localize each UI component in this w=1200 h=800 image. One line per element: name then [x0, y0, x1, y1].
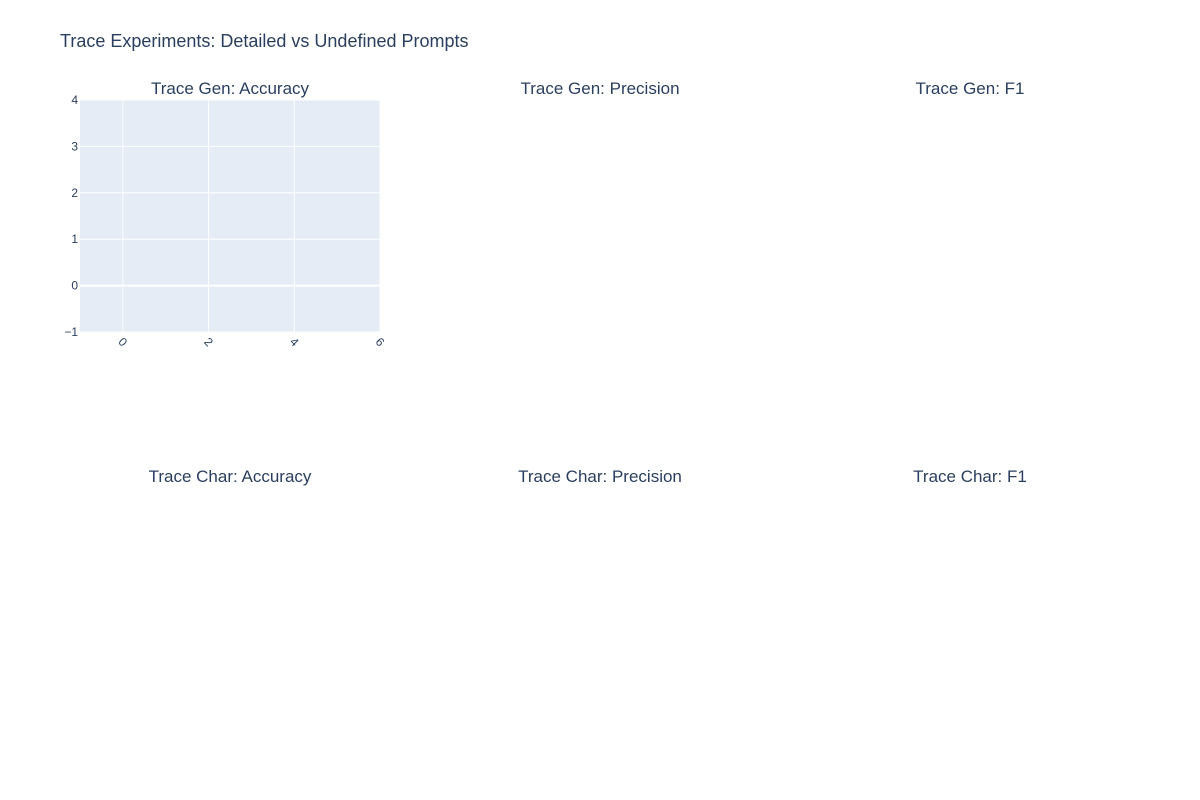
- x-tick-label: 6: [373, 335, 388, 350]
- y-tick-label: 3: [71, 139, 78, 153]
- subplot-title-gen-precision: Trace Gen: Precision: [520, 79, 680, 98]
- subplot-gen-accuracy: 0 2 4 6 −1 0 1 2 3 4: [64, 93, 387, 350]
- chart-title: Trace Experiments: Detailed vs Undefined…: [60, 31, 469, 51]
- subplot-title-gen-accuracy: Trace Gen: Accuracy: [150, 79, 310, 98]
- subplot-title-char-accuracy: Trace Char: Accuracy: [148, 467, 312, 486]
- y-tick-label: −1: [64, 325, 78, 339]
- subplot-title-gen-f1: Trace Gen: F1: [915, 79, 1025, 98]
- y-tick-label: 0: [71, 279, 78, 293]
- plot-area: [80, 100, 380, 332]
- subplot-title-char-precision: Trace Char: Precision: [518, 467, 682, 486]
- x-tick-label: 0: [116, 335, 131, 350]
- subplot-title-char-f1: Trace Char: F1: [913, 467, 1027, 486]
- y-tick-label: 2: [71, 186, 78, 200]
- x-tick-label: 2: [201, 335, 216, 350]
- y-tick-label: 1: [71, 232, 78, 246]
- x-tick-label: 4: [287, 335, 302, 350]
- y-tick-label: 4: [71, 93, 78, 107]
